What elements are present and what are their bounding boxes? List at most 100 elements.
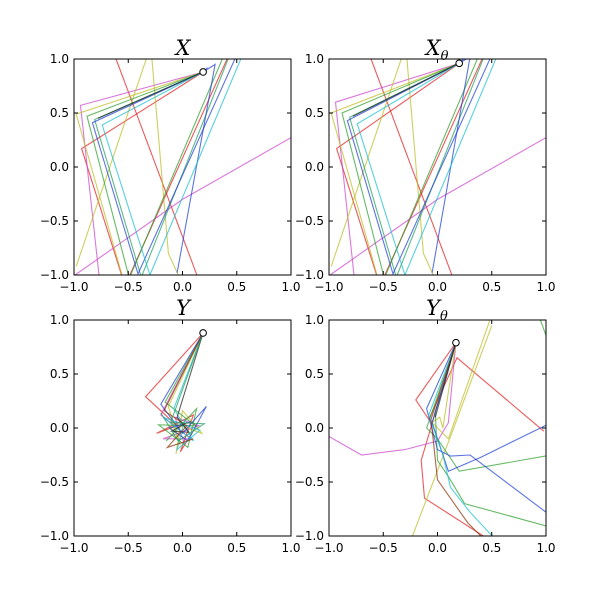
trace-line — [115, 59, 198, 275]
x-tick-label: −0.5 — [114, 541, 143, 555]
trace-line — [329, 137, 546, 275]
y-tick-label: −0.5 — [295, 475, 324, 489]
trace-line — [169, 332, 204, 433]
panel-y: Y −1.0 −0.5 0.0 0.5 1.0 1.0 0.5 0.0 −0.5 −1.0 — [40, 296, 301, 555]
panel-title-subscript: θ — [441, 49, 449, 64]
trace-line — [356, 59, 497, 275]
trace-line — [415, 342, 545, 432]
trace-line — [426, 342, 546, 513]
trace-line — [431, 342, 546, 472]
trace-line — [434, 342, 457, 418]
trace-group — [144, 332, 207, 454]
trace-line — [144, 332, 204, 453]
trace-line — [346, 59, 491, 275]
x-tick-label: 0.5 — [482, 280, 501, 294]
panel-title-main: Y — [426, 296, 442, 320]
tick-group: −1.0 −0.5 0.0 0.5 1.0 1.0 0.5 0.0 −0.5 −1.0 — [295, 52, 556, 294]
x-tick-label: 0.5 — [482, 541, 501, 555]
x-tick-label: 0.0 — [428, 280, 447, 294]
trace-line — [430, 342, 482, 536]
panel-title: Y — [176, 296, 192, 320]
trace-line — [539, 320, 546, 338]
x-tick-label: −1.0 — [59, 541, 88, 555]
x-tick-label: 0.0 — [173, 280, 192, 294]
trace-line — [335, 59, 483, 275]
panel-title-subscript: θ — [440, 309, 448, 324]
y-tick-label: 0.0 — [305, 160, 324, 174]
x-tick-label: 1.0 — [281, 280, 300, 294]
trace-line — [352, 62, 460, 117]
trace-line — [341, 59, 478, 275]
trace-line — [160, 332, 204, 445]
trace-line — [101, 59, 242, 275]
trace-group — [329, 59, 546, 275]
y-tick-label: −1.0 — [295, 529, 324, 543]
trace-line — [93, 59, 229, 275]
y-tick-label: −0.5 — [295, 214, 324, 228]
x-tick-label: −0.5 — [369, 541, 398, 555]
trace-line — [434, 342, 546, 527]
y-tick-label: 0.5 — [50, 367, 69, 381]
y-tick-label: −0.5 — [40, 214, 69, 228]
y-tick-label: 0.0 — [50, 421, 69, 435]
trace-line — [75, 71, 204, 275]
origin-marker — [452, 338, 460, 347]
panel-x-theta: Xθ −1.0 −0.5 0.0 0.5 1.0 1.0 0.5 0.0 −0.5 −1.0 — [295, 36, 556, 294]
panel-title-main: Y — [176, 296, 192, 320]
panel-title: Xθ — [424, 36, 449, 64]
y-tick-label: 1.0 — [305, 313, 324, 327]
tick-group: −1.0 −0.5 0.0 0.5 1.0 1.0 0.5 0.0 −0.5 −1.0 — [40, 52, 301, 294]
trace-group — [74, 59, 291, 275]
panel-title-main: X — [424, 36, 442, 60]
y-tick-label: 1.0 — [50, 52, 69, 66]
trace-line — [160, 332, 207, 442]
x-tick-label: 0.5 — [227, 541, 246, 555]
trace-group — [329, 320, 546, 536]
trace-line — [97, 71, 204, 119]
trace-line — [74, 137, 291, 275]
panel-title: Yθ — [426, 296, 448, 324]
y-tick-label: −0.5 — [40, 475, 69, 489]
panel-title: X — [174, 36, 192, 60]
trace-line — [176, 63, 216, 273]
x-tick-label: 0.0 — [428, 541, 447, 555]
y-tick-label: 0.5 — [305, 106, 324, 120]
origin-marker — [199, 329, 207, 337]
trace-line — [425, 342, 546, 472]
trace-line — [156, 332, 204, 449]
y-tick-label: 0.5 — [305, 367, 324, 381]
y-tick-label: −1.0 — [40, 529, 69, 543]
trace-line — [160, 332, 206, 442]
trace-line — [79, 71, 204, 275]
tick-group: −1.0 −0.5 0.0 0.5 1.0 1.0 0.5 0.0 −0.5 −1.0 — [40, 313, 301, 555]
trace-line — [406, 59, 434, 275]
x-tick-label: −1.0 — [59, 280, 88, 294]
tick-group: −1.0 −0.5 0.0 0.5 1.0 1.0 0.5 0.0 −0.5 −1.0 — [295, 313, 556, 555]
trace-line — [348, 59, 484, 275]
x-tick-label: 0.0 — [173, 541, 192, 555]
panel-x: X −1.0 −0.5 0.0 0.5 1.0 1.0 0.5 0.0 −0.5 −1.0 — [40, 36, 301, 294]
x-tick-label: 1.0 — [281, 541, 300, 555]
x-tick-label: −0.5 — [114, 280, 143, 294]
trace-line — [329, 342, 457, 456]
trace-line — [80, 59, 228, 275]
y-tick-label: 1.0 — [50, 313, 69, 327]
y-tick-label: 0.0 — [50, 160, 69, 174]
trace-line — [411, 325, 493, 536]
y-tick-label: −1.0 — [295, 268, 324, 282]
y-tick-label: 1.0 — [305, 52, 324, 66]
origin-marker — [455, 59, 464, 68]
trace-line — [86, 59, 223, 275]
panel-y-theta: Yθ −1.0 −0.5 0.0 0.5 1.0 1.0 0.5 0.0 −0.5 −1.0 — [295, 296, 556, 555]
trace-line — [163, 332, 204, 449]
trace-line — [428, 342, 493, 536]
x-tick-label: −1.0 — [314, 280, 343, 294]
panel-title-main: X — [174, 36, 192, 60]
y-tick-label: −1.0 — [40, 268, 69, 282]
x-tick-label: −1.0 — [314, 541, 343, 555]
origin-marker — [199, 68, 207, 76]
y-tick-label: 0.5 — [50, 106, 69, 120]
x-tick-label: 0.5 — [227, 280, 246, 294]
trace-line — [91, 59, 236, 275]
